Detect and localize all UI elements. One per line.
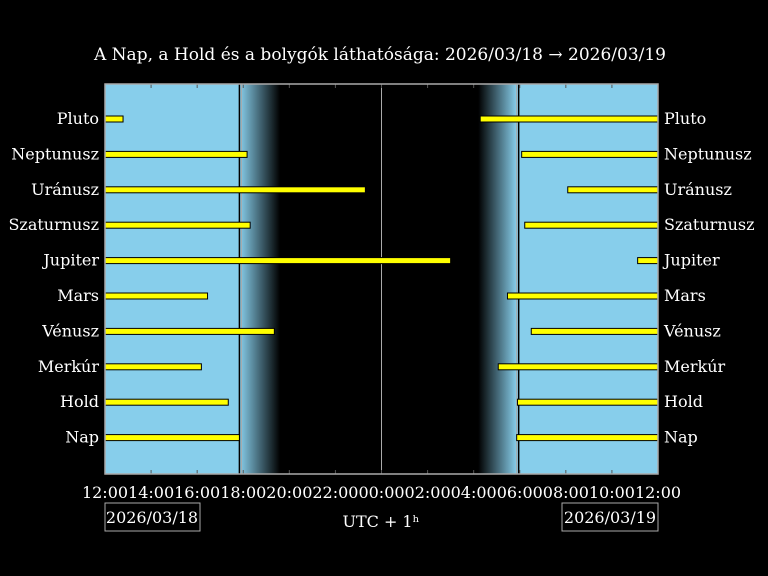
label-right: Hold <box>664 392 703 411</box>
label-left: Jupiter <box>41 251 99 270</box>
date-right-box <box>561 502 659 532</box>
label-right: Szaturnusz <box>664 215 755 234</box>
x-tick-label: 04:00 <box>451 483 497 502</box>
label-right: Nap <box>664 428 698 447</box>
label-left: Nap <box>65 428 99 447</box>
label-right: Vénusz <box>663 321 721 340</box>
x-axis-label: UTC + 1ʰ <box>342 512 419 531</box>
bar-nap-morning <box>516 434 659 442</box>
label-left: Merkúr <box>38 357 100 376</box>
plot-area <box>104 83 659 475</box>
x-tick-label: 12:00 <box>635 483 681 502</box>
bar-vénusz-morning <box>530 327 659 335</box>
bar-pluto-morning <box>479 115 659 123</box>
bar-nap-evening <box>104 434 240 442</box>
bar-jupiter-evening <box>104 257 452 265</box>
label-right: Mars <box>664 286 706 305</box>
bar-szaturnusz-evening <box>104 221 251 229</box>
x-tick-label: 02:00 <box>405 483 451 502</box>
label-left: Vénusz <box>41 321 99 340</box>
bar-szaturnusz-morning <box>524 221 659 229</box>
label-left: Szaturnusz <box>8 215 99 234</box>
bar-vénusz-evening <box>104 327 275 335</box>
x-tick-label: 16:00 <box>174 483 220 502</box>
label-left: Neptunusz <box>11 144 99 163</box>
dusk-twilight <box>239 84 281 474</box>
date-right: 2026/03/19 <box>564 508 656 527</box>
bar-pluto-evening <box>104 115 124 123</box>
bar-uránusz-morning <box>567 186 659 194</box>
label-right: Uránusz <box>664 180 732 199</box>
bar-merkúr-evening <box>104 363 202 371</box>
bar-mars-morning <box>506 292 659 300</box>
x-tick-labels: 12:00 14:00 16:00 18:00 20:00 22:00 00:00 02:00… <box>82 483 681 502</box>
category-labels: Pluto Pluto Neptunusz Neptunusz Uránusz Uránu… <box>8 109 754 447</box>
bar-uránusz-evening <box>104 186 366 194</box>
label-right: Jupiter <box>662 251 720 270</box>
bar-neptunusz-morning <box>521 150 659 158</box>
date-left: 2026/03/18 <box>106 508 198 527</box>
x-tick-label: 20:00 <box>266 483 312 502</box>
label-right: Pluto <box>664 109 706 128</box>
label-left: Uránusz <box>31 180 99 199</box>
x-tick-label: 22:00 <box>312 483 358 502</box>
dawn-twilight <box>478 84 517 474</box>
x-tick-label: 10:00 <box>589 483 635 502</box>
bar-hold-morning <box>516 398 659 406</box>
label-left: Hold <box>60 392 99 411</box>
x-tick-label: 00:00 <box>358 483 404 502</box>
day-region-right <box>516 84 658 474</box>
x-tick-label: 18:00 <box>220 483 266 502</box>
x-tick-label: 06:00 <box>497 483 543 502</box>
x-tick-label: 12:00 <box>82 483 128 502</box>
bar-mars-evening <box>104 292 209 300</box>
x-tick-label: 08:00 <box>543 483 589 502</box>
label-right: Merkúr <box>664 357 726 376</box>
bar-hold-evening <box>104 398 229 406</box>
bar-jupiter-morning <box>637 257 659 265</box>
label-left: Pluto <box>57 109 99 128</box>
bar-merkúr-morning <box>497 363 659 371</box>
plot-frame <box>104 83 659 475</box>
label-left: Mars <box>57 286 99 305</box>
bar-neptunusz-evening <box>104 150 248 158</box>
date-left-box <box>104 502 201 532</box>
label-right: Neptunusz <box>664 144 752 163</box>
x-tick-label: 14:00 <box>128 483 174 502</box>
chart-title: A Nap, a Hold és a bolygók láthatósága: … <box>93 45 666 65</box>
day-region-left <box>105 84 240 474</box>
